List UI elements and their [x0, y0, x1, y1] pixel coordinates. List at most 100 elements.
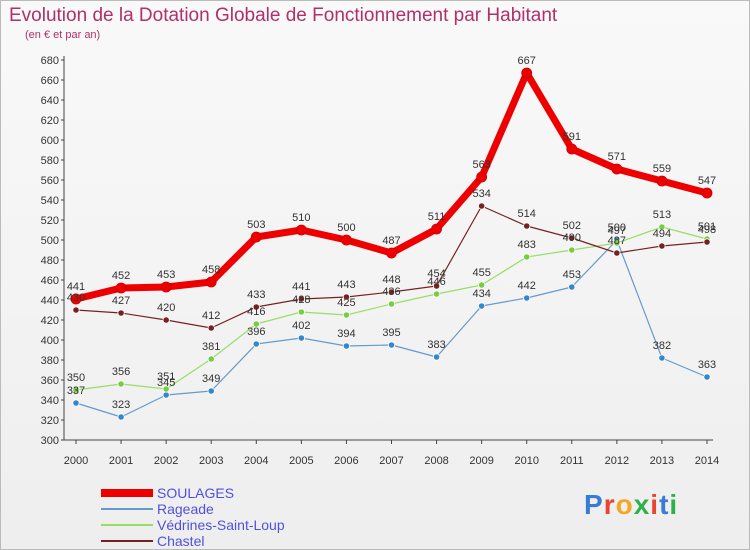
logo-letter: i	[669, 489, 679, 520]
data-point	[297, 334, 305, 342]
x-tick-label: 2000	[64, 455, 88, 467]
logo-letter: x	[633, 489, 651, 520]
x-tick-label: 2009	[469, 455, 493, 467]
data-label: 571	[608, 151, 626, 163]
data-label: 436	[382, 286, 400, 298]
data-label: 500	[608, 222, 626, 234]
data-label: 337	[67, 385, 85, 397]
data-point	[658, 354, 666, 362]
x-tick-label: 2005	[289, 455, 313, 467]
logo-letter: i	[650, 489, 660, 520]
data-point	[72, 386, 80, 394]
data-point	[386, 247, 397, 259]
x-tick-label: 2013	[650, 455, 674, 467]
data-point	[521, 67, 533, 79]
y-tick-label: 600	[41, 135, 59, 147]
data-point	[613, 239, 621, 247]
data-label: 446	[427, 276, 445, 288]
data-label: 351	[157, 371, 175, 383]
data-point	[252, 340, 260, 348]
data-label: 349	[202, 373, 220, 385]
legend-swatch	[101, 508, 153, 510]
data-point	[341, 234, 352, 246]
y-tick-label: 560	[41, 175, 59, 187]
y-tick-label: 500	[41, 235, 59, 247]
data-label: 383	[427, 339, 445, 351]
data-label: 453	[157, 269, 175, 281]
data-point	[70, 293, 82, 305]
data-point	[432, 290, 441, 298]
legend-label: Rageade	[157, 501, 214, 517]
legend-swatch	[101, 540, 153, 542]
data-point	[611, 163, 623, 175]
data-label: 511	[428, 211, 446, 223]
legend-swatch	[101, 524, 153, 526]
logo-letter: t	[659, 489, 670, 520]
x-tick-label: 2010	[514, 455, 538, 467]
data-label: 547	[698, 175, 716, 187]
data-label: 430	[67, 292, 85, 304]
y-tick-label: 540	[41, 195, 59, 207]
data-point	[252, 320, 260, 328]
data-point	[387, 288, 396, 296]
y-tick-label: 520	[41, 215, 59, 227]
x-tick-label: 2007	[379, 455, 403, 467]
data-label: 433	[247, 289, 265, 301]
data-label: 434	[472, 288, 490, 300]
data-point	[207, 324, 215, 332]
data-label: 441	[67, 281, 85, 293]
data-point	[656, 175, 668, 187]
y-tick-label: 480	[41, 255, 59, 267]
y-tick-label: 620	[41, 115, 59, 127]
data-label: 494	[653, 228, 671, 240]
data-point	[72, 399, 80, 407]
logo-letter: r	[603, 489, 616, 520]
y-tick-label: 300	[41, 435, 59, 447]
data-label: 452	[112, 270, 130, 282]
data-label: 428	[292, 294, 310, 306]
data-point	[117, 380, 125, 388]
data-point	[115, 282, 127, 294]
logo-letter: P	[584, 489, 604, 520]
data-point	[207, 355, 215, 363]
data-point	[478, 281, 486, 289]
data-label: 448	[382, 274, 400, 286]
data-point	[117, 413, 125, 421]
data-label: 345	[157, 377, 175, 389]
data-point	[160, 281, 172, 293]
data-point	[431, 223, 442, 235]
data-point	[658, 223, 666, 231]
data-label: 455	[472, 267, 490, 279]
data-label: 442	[518, 280, 536, 292]
data-label: 412	[202, 310, 220, 322]
data-point	[117, 309, 125, 317]
y-tick-label: 640	[41, 95, 59, 107]
data-label: 487	[382, 235, 400, 247]
data-label: 563	[472, 159, 490, 171]
data-point	[342, 293, 351, 301]
y-tick-label: 400	[41, 335, 59, 347]
data-point	[297, 308, 305, 316]
data-label: 510	[292, 212, 310, 224]
data-label: 363	[698, 359, 716, 371]
data-label: 396	[247, 326, 265, 338]
x-tick-label: 2014	[695, 455, 719, 467]
data-label: 454	[427, 268, 445, 280]
data-label: 513	[653, 209, 671, 221]
data-label: 534	[472, 188, 490, 200]
data-label: 420	[157, 302, 175, 314]
data-point	[703, 373, 711, 381]
data-label: 559	[653, 163, 671, 175]
y-tick-label: 440	[41, 295, 59, 307]
y-tick-label: 360	[41, 375, 59, 387]
data-label: 483	[518, 239, 536, 251]
x-tick-label: 2006	[334, 455, 358, 467]
y-tick-label: 580	[41, 155, 59, 167]
data-point	[295, 224, 307, 236]
chart-title: Evolution de la Dotation Globale de Fonc…	[9, 5, 558, 26]
data-label: 402	[292, 320, 310, 332]
data-point	[387, 300, 396, 308]
data-label: 500	[337, 222, 355, 234]
data-point	[162, 316, 170, 324]
